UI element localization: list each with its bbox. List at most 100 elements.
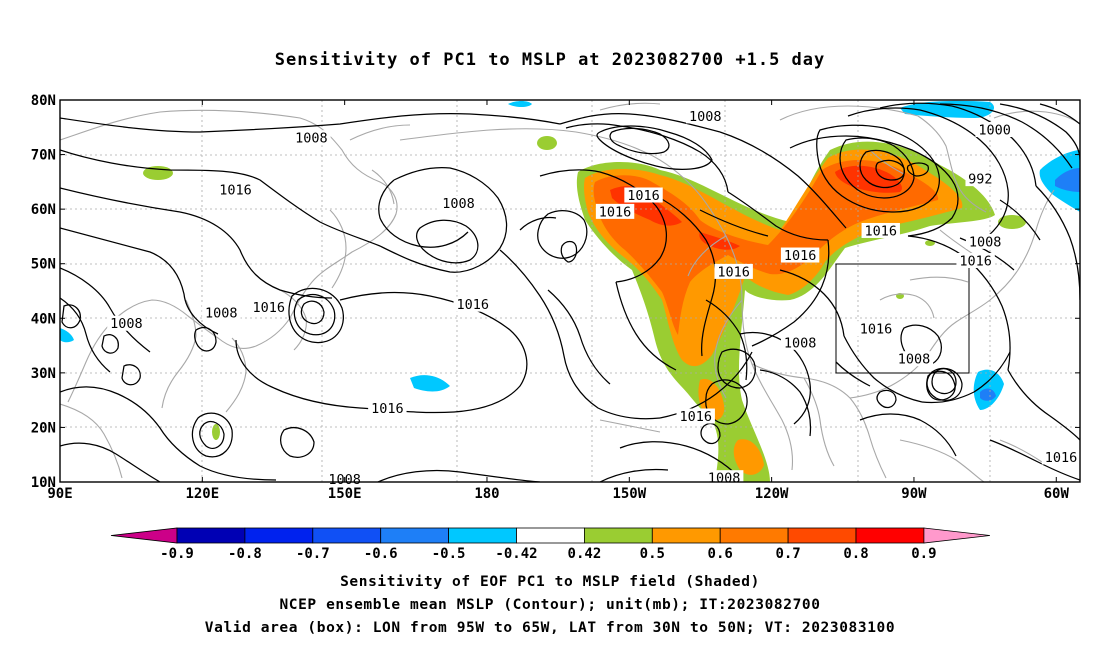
- lat-tick-label: 50N: [31, 257, 56, 273]
- contour-label: 1016: [784, 248, 817, 264]
- colorbar-segment: [176, 527, 246, 544]
- contour-label-bg: [856, 321, 896, 337]
- colorbar-segment: [448, 527, 517, 544]
- contour-label-bg: [975, 122, 1014, 138]
- lon-tick-label: 180: [474, 486, 499, 502]
- contour-label: 1008: [295, 131, 328, 147]
- contour-label-bg: [714, 263, 753, 279]
- negative-sensitivity-region: [60, 100, 1080, 410]
- contour-label-bg: [216, 182, 255, 198]
- contour-label-bg: [780, 334, 820, 350]
- contour-label: 1008: [708, 471, 741, 487]
- positive-sensitivity-region-red: [610, 165, 902, 250]
- colorbar-segment: [651, 527, 721, 544]
- colorbar-label: -0.8: [228, 546, 262, 562]
- contour-label-bg: [686, 108, 725, 124]
- contour-label: 1016: [959, 253, 992, 269]
- contour-label-bg: [202, 304, 241, 320]
- lon-tick-label: 150W: [612, 486, 646, 502]
- colorbar-label: -0.5: [432, 546, 466, 562]
- colorbar-label: 0.42: [568, 546, 602, 562]
- colorbar-label: -0.9: [160, 546, 194, 562]
- contour-label-bg: [861, 222, 900, 238]
- colorbar-segment: [855, 527, 925, 544]
- lon-tick-label: 60W: [1044, 486, 1070, 502]
- contour-label: 1016: [627, 188, 660, 204]
- contour-label: 1008: [784, 335, 817, 351]
- colorbar-label: -0.6: [364, 546, 398, 562]
- contour-label-bg: [368, 400, 407, 416]
- contour-label: 1000: [978, 123, 1011, 139]
- contour-label-bg: [1041, 449, 1081, 465]
- positive-sensitivity-patch: [925, 240, 935, 246]
- contour-label-bg: [956, 252, 995, 268]
- contour-label-bg: [453, 296, 492, 312]
- caption-contour: NCEP ensemble mean MSLP (Contour); unit(…: [279, 597, 821, 613]
- contour-label: 1016: [599, 204, 632, 220]
- contour-label-bg: [780, 247, 820, 263]
- colorbar-segment: [719, 527, 789, 544]
- coastlines: [60, 102, 1080, 482]
- colorbar-cap-left: [110, 527, 178, 544]
- contour-label: 1008: [110, 316, 143, 332]
- colorbar-label: 0.8: [843, 546, 868, 562]
- colorbar-label: 0.9: [911, 546, 936, 562]
- lon-tick-label: 150E: [328, 486, 362, 502]
- lon-tick-label: 90W: [901, 486, 927, 502]
- contour-label: 1016: [219, 183, 252, 199]
- contour-label: 1016: [860, 322, 893, 338]
- positive-sensitivity-patch: [537, 136, 557, 150]
- lon-tick-label: 90E: [47, 486, 72, 502]
- positive-sensitivity-patch: [212, 424, 220, 440]
- lat-tick-label: 60N: [31, 202, 56, 218]
- colorbar-segment: [584, 527, 653, 544]
- colorbar-label: -0.7: [296, 546, 330, 562]
- graticule: [60, 100, 1080, 482]
- colorbar: -0.9 -0.8 -0.7 -0.6 -0.5 -0.42 0.42 0.5 0.6 0.7 0.…: [110, 527, 990, 562]
- lat-tick-label: 80N: [31, 93, 56, 109]
- contour-label: 1016: [864, 223, 897, 239]
- colorbar-segment: [312, 527, 382, 544]
- lat-tick-label: 30N: [31, 366, 56, 382]
- contour-label: 1008: [689, 109, 722, 125]
- contour-label: 1008: [969, 234, 1002, 250]
- contour-label-bg: [965, 171, 996, 187]
- contour-label-bg: [965, 233, 1005, 249]
- contour-label-bg: [292, 130, 331, 146]
- positive-sensitivity-region-mexico: [698, 379, 764, 475]
- map-title: Sensitivity of PC1 to MSLP at 2023082700…: [274, 50, 826, 70]
- lon-tick-label: 120E: [185, 486, 219, 502]
- lat-tick-label: 40N: [31, 311, 56, 327]
- lat-tick-label: 70N: [31, 148, 56, 164]
- lon-tick-label: 120W: [755, 486, 789, 502]
- colorbar-segment: [516, 527, 585, 544]
- colorbar-label: -0.42: [495, 546, 537, 562]
- colorbar-segment: [244, 527, 314, 544]
- colorbar-label: 0.6: [708, 546, 733, 562]
- lat-tick-label: 20N: [31, 420, 56, 436]
- contour-label-bg: [439, 195, 478, 211]
- contour-label-bg: [249, 299, 288, 315]
- contour-label-bg: [595, 203, 635, 219]
- contour-label: 1008: [205, 305, 238, 321]
- colorbar-segment: [380, 527, 450, 544]
- lat-tick-label: 10N: [31, 475, 56, 491]
- contour-label-bg: [676, 408, 715, 424]
- contour-label: 992: [968, 172, 992, 188]
- caption-valid-area: Valid area (box): LON from 95W to 65W, L…: [204, 620, 896, 636]
- map-frame: [59, 99, 1081, 483]
- contour-label-bg: [894, 351, 934, 367]
- contour-label: 1016: [371, 401, 404, 417]
- colorbar-label: 0.7: [775, 546, 800, 562]
- contour-label: 1016: [717, 264, 750, 280]
- colorbar-cap-right: [923, 527, 990, 544]
- colorbar-label: 0.5: [640, 546, 665, 562]
- contour-label: 1016: [679, 409, 712, 425]
- caption-shading: Sensitivity of EOF PC1 to MSLP field (Sh…: [340, 574, 760, 590]
- contour-label: 1016: [252, 300, 285, 316]
- negative-sensitivity-core: [980, 168, 1080, 401]
- contour-label-bg: [624, 187, 663, 203]
